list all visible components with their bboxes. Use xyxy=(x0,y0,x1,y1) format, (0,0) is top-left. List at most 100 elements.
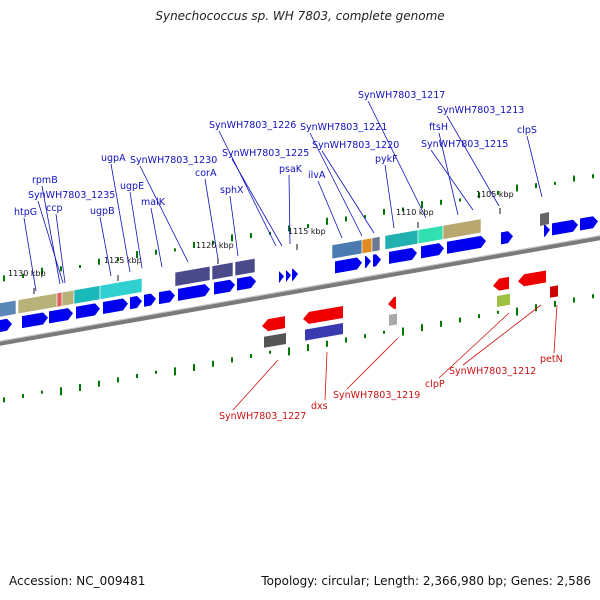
gene-label-SynWH7803_1227: SynWH7803_1227 xyxy=(219,411,306,422)
forward-cds xyxy=(421,243,444,259)
reverse-cds xyxy=(303,305,343,324)
gene-label-ugpA: ugpA xyxy=(101,153,126,164)
scale-label: 1110 kbp xyxy=(396,208,434,217)
gene-label-petN: petN xyxy=(540,354,563,365)
forward-cds xyxy=(130,296,142,310)
feature-segment xyxy=(417,225,444,245)
gene-label-SynWH7803_1225: SynWH7803_1225 xyxy=(222,148,309,159)
label-line xyxy=(462,304,542,366)
scale-label: 1120 kbp xyxy=(196,241,234,250)
forward-cds xyxy=(373,254,381,267)
accession: Accession: NC_009481 xyxy=(9,574,146,588)
label-line xyxy=(317,180,343,239)
map-title: Synechococcus sp. WH 7803, complete geno… xyxy=(155,9,445,23)
gene-label-SynWH7803_1221: SynWH7803_1221 xyxy=(300,122,387,133)
gene-label-clpP: clpP xyxy=(425,379,445,390)
forward-cds xyxy=(159,290,175,305)
reverse-cds-track xyxy=(262,270,558,348)
feature-segment xyxy=(361,237,373,255)
gene-label-pykF: pykF xyxy=(375,154,398,165)
label-line xyxy=(526,135,543,198)
gene-label-ccp: ccp xyxy=(46,203,62,214)
label-line xyxy=(438,132,459,216)
forward-cds xyxy=(49,308,73,324)
gene-label-dxs: dxs xyxy=(311,401,328,412)
feature-segment xyxy=(17,292,58,315)
label-line xyxy=(430,149,474,211)
reverse-cds xyxy=(388,296,396,310)
label-line xyxy=(99,216,112,277)
forward-cds xyxy=(292,268,298,281)
feature-segment xyxy=(61,289,75,307)
label-line xyxy=(438,312,510,379)
gene-label-malK: malK xyxy=(141,197,166,208)
label-line xyxy=(229,195,239,257)
label-lines xyxy=(23,100,558,411)
gene-label-clpS: clpS xyxy=(517,125,537,136)
gene-label-SynWH7803_1220: SynWH7803_1220 xyxy=(312,140,399,151)
label-line xyxy=(446,115,500,207)
gene-label-SynWH7803_1213: SynWH7803_1213 xyxy=(437,105,524,116)
reverse-cds xyxy=(493,276,509,291)
forward-cds xyxy=(365,255,371,269)
forward-cds-track xyxy=(0,212,598,332)
gene-label-rpmB: rpmB xyxy=(32,175,58,186)
label-line xyxy=(37,200,64,284)
feature-segment xyxy=(384,229,419,250)
label-line xyxy=(55,213,66,284)
label-line xyxy=(288,174,291,245)
reverse-segment xyxy=(389,313,397,326)
gene-label-ugpE: ugpE xyxy=(120,181,144,192)
forward-cds xyxy=(144,293,156,307)
gene-label-ilvA: ilvA xyxy=(308,170,326,181)
feature-segment xyxy=(371,236,381,253)
reverse-segment xyxy=(497,293,510,308)
forward-cds xyxy=(76,303,100,319)
label-line xyxy=(23,217,37,292)
forward-cds xyxy=(237,276,256,291)
gene-label-corA: corA xyxy=(195,168,217,179)
feature-segment xyxy=(174,265,211,287)
forward-cds xyxy=(447,235,486,254)
label-line xyxy=(41,185,61,285)
feature-band xyxy=(0,218,482,318)
feature-segment xyxy=(73,285,101,305)
forward-cds xyxy=(544,224,550,237)
gene-label-SynWH7803_1215: SynWH7803_1215 xyxy=(421,139,508,150)
gene-label-SynWH7803_1230: SynWH7803_1230 xyxy=(130,155,217,166)
label-line xyxy=(129,191,143,269)
forward-cds xyxy=(0,318,12,332)
label-line xyxy=(232,359,279,411)
gene-label-ugpB: ugpB xyxy=(90,206,115,217)
label-line xyxy=(150,207,163,268)
forward-cds xyxy=(214,279,235,295)
label-line xyxy=(324,351,328,401)
forward-cds xyxy=(178,284,210,301)
forward-cds xyxy=(103,298,128,314)
gene-label-SynWH7803_1226: SynWH7803_1226 xyxy=(209,120,296,131)
feature-segment xyxy=(234,258,256,277)
feature-segment xyxy=(0,299,17,318)
reverse-segment xyxy=(550,285,558,298)
reverse-cds xyxy=(262,316,285,332)
feature-segment xyxy=(331,239,363,260)
gc-ticks-outer xyxy=(3,174,594,282)
feature-segment xyxy=(56,291,63,308)
gene-label-sphX: sphX xyxy=(220,185,244,196)
genome-summary: Topology: circular; Length: 2,366,980 bp… xyxy=(261,574,591,588)
forward-cds xyxy=(580,216,598,231)
label-line xyxy=(204,178,219,260)
forward-cds xyxy=(540,212,549,226)
gene-label-SynWH7803_1219: SynWH7803_1219 xyxy=(333,390,420,401)
label-line xyxy=(367,100,427,219)
scale-ticks: 1130 kbp 1125 kbp 1120 kbp 1115 kbp 1110 kbp… xyxy=(8,190,514,294)
gene-label-SynWH7803_1217: SynWH7803_1217 xyxy=(358,90,445,101)
scale-label: 1125 kbp xyxy=(104,256,142,265)
gene-label-psaK: psaK xyxy=(279,164,303,175)
genome-backbone xyxy=(0,235,600,346)
label-line xyxy=(110,163,131,273)
gene-label-ftsH: ftsH xyxy=(429,122,448,133)
feature-segment xyxy=(442,218,482,240)
